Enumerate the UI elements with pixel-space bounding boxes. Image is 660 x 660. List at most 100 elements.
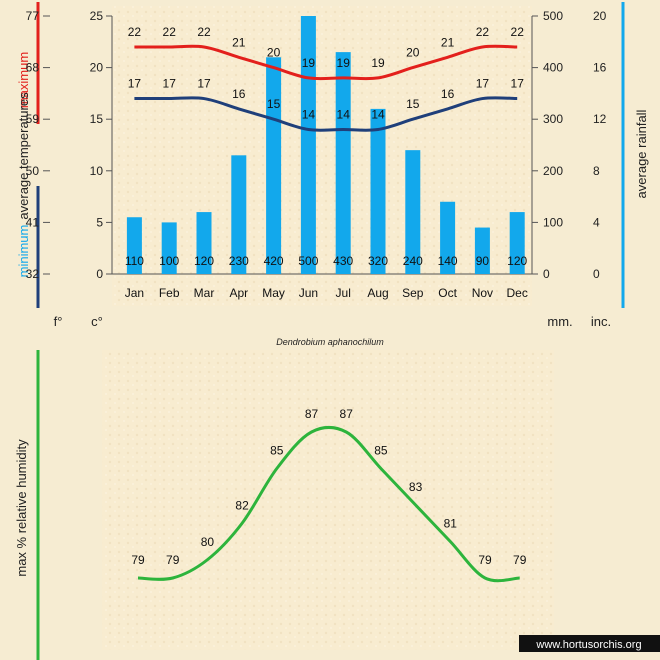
rainfall-value-label: 90	[476, 254, 490, 268]
inch-tick-label: 12	[593, 112, 607, 126]
rainfall-bar-jun	[300, 16, 316, 274]
minimum-value-label: 14	[371, 108, 385, 122]
humidity-value-label: 85	[374, 444, 388, 458]
rainfall-bar-dec	[509, 212, 525, 274]
celsius-tick-label: 20	[90, 61, 104, 75]
temperature-rainfall-panel	[112, 6, 532, 306]
mm-tick-label: 100	[543, 215, 563, 229]
month-label-may: May	[262, 286, 285, 300]
humidity-value-label: 79	[131, 553, 145, 567]
month-labels: Jan Feb Mar Apr May Jun Jul Aug Sep Oct Nov Dec	[125, 286, 528, 300]
rainfall-value-label: 100	[159, 254, 179, 268]
label-average-rainfall: average rainfall	[634, 109, 649, 198]
minimum-value-label: 17	[511, 77, 525, 91]
temperature-lines	[134, 44, 518, 132]
rainfall-value-label: 500	[298, 254, 318, 268]
rainfall-value-label: 320	[368, 254, 388, 268]
maximum-value-label: 22	[511, 25, 525, 39]
rainfall-bar-jan	[126, 217, 142, 274]
maximum-value-label: 22	[128, 25, 142, 39]
humidity-value-label: 82	[235, 498, 249, 512]
rainfall-bar-jul	[335, 52, 351, 275]
inch-tick-label: 0	[593, 267, 600, 281]
label-minimum: minimum	[16, 225, 31, 278]
rainfall-value-label: 120	[194, 254, 214, 268]
minimum-value-label: 16	[441, 87, 455, 101]
fahrenheit-tick-label: 50	[26, 164, 40, 178]
fahrenheit-tick-label: 41	[26, 215, 40, 229]
celsius-tick-label: 5	[96, 215, 103, 229]
rainfall-bar-may	[266, 57, 282, 274]
humidity-value-label: 87	[305, 407, 319, 421]
month-label-oct: Oct	[438, 286, 457, 300]
minimum-value-label: 17	[163, 77, 177, 91]
rainfall-bar-sep	[405, 150, 421, 274]
mm-ticks: 500 400 300 200 100 0	[532, 9, 563, 281]
month-label-feb: Feb	[159, 286, 180, 300]
unit-inch: inc.	[591, 314, 611, 329]
rainfall-bars	[126, 16, 525, 275]
rainfall-bar-oct	[440, 201, 456, 274]
maximum-value-label: 22	[163, 25, 177, 39]
month-label-mar: Mar	[194, 286, 215, 300]
rainfall-value-label: 110	[125, 254, 144, 268]
rainfall-bar-aug	[370, 108, 386, 274]
month-label-apr: Apr	[229, 286, 248, 300]
celsius-tick-label: 25	[90, 9, 104, 23]
celsius-tick-label: 15	[90, 112, 104, 126]
maximum-value-label: 21	[441, 35, 455, 49]
mm-tick-label: 400	[543, 61, 563, 75]
fahrenheit-tick-label: 32	[26, 267, 40, 281]
month-label-aug: Aug	[367, 286, 388, 300]
minimum-value-label: 14	[302, 108, 316, 122]
fahrenheit-tick-label: 77	[26, 9, 40, 23]
minimum-value-label: 17	[128, 77, 142, 91]
minimum-value-label: 15	[406, 97, 420, 111]
unit-celsius: c°	[91, 314, 103, 329]
month-label-jul: Jul	[336, 286, 351, 300]
humidity-panel	[102, 350, 554, 650]
unit-fahrenheit: f°	[54, 314, 63, 329]
rainfall-value-label: 420	[264, 254, 284, 268]
minimum-value-label: 17	[197, 77, 211, 91]
humidity-value-label: 81	[444, 517, 458, 531]
watermark-box	[519, 635, 660, 652]
month-label-dec: Dec	[507, 286, 528, 300]
rainfall-value-label: 140	[438, 254, 458, 268]
watermark: www.hortusorchis.org	[535, 639, 641, 651]
celsius-ticks: 25 20 15 10 5 0	[90, 9, 112, 281]
maximum-value-label: 20	[406, 46, 420, 60]
inch-tick-label: 16	[593, 61, 607, 75]
humidity-value-label: 87	[340, 407, 354, 421]
inch-tick-label: 4	[593, 215, 600, 229]
temperature-labels: 22 22 22 21 20 19 19 19 20 21 22 22 17 17 17 16 15 14 14 14…	[128, 25, 524, 122]
fahrenheit-tick-label: 68	[26, 61, 40, 75]
humidity-value-label: 80	[201, 535, 215, 549]
unit-mm: mm.	[547, 314, 572, 329]
mm-tick-label: 200	[543, 164, 563, 178]
maximum-value-label: 19	[302, 56, 316, 70]
mm-tick-label: 500	[543, 9, 563, 23]
rainfall-bar-nov	[474, 227, 490, 274]
rainfall-value-label: 240	[403, 254, 423, 268]
maximum-value-label: 21	[232, 35, 246, 49]
humidity-curve	[137, 425, 520, 583]
mm-tick-label: 0	[543, 267, 550, 281]
label-maximum: maximum	[16, 52, 31, 108]
fahrenheit-tick-label: 59	[26, 112, 40, 126]
humidity-labels: 79 79 80 82 85 87 87 85 83 81 79 79	[131, 407, 526, 567]
rainfall-bar-mar	[196, 212, 212, 274]
month-label-jun: Jun	[299, 286, 318, 300]
minimum-value-label: 14	[337, 108, 351, 122]
celsius-tick-label: 0	[96, 267, 103, 281]
inch-tick-label: 20	[593, 9, 607, 23]
humidity-line	[137, 425, 520, 583]
maximum-value-label: 22	[476, 25, 490, 39]
minimum-temperature-line	[134, 96, 518, 132]
species-name: Dendrobium aphanochilum	[276, 337, 384, 347]
humidity-value-label: 79	[513, 553, 527, 567]
rainfall-value-label: 230	[229, 254, 249, 268]
mm-tick-label: 300	[543, 112, 563, 126]
minimum-value-label: 16	[232, 87, 246, 101]
